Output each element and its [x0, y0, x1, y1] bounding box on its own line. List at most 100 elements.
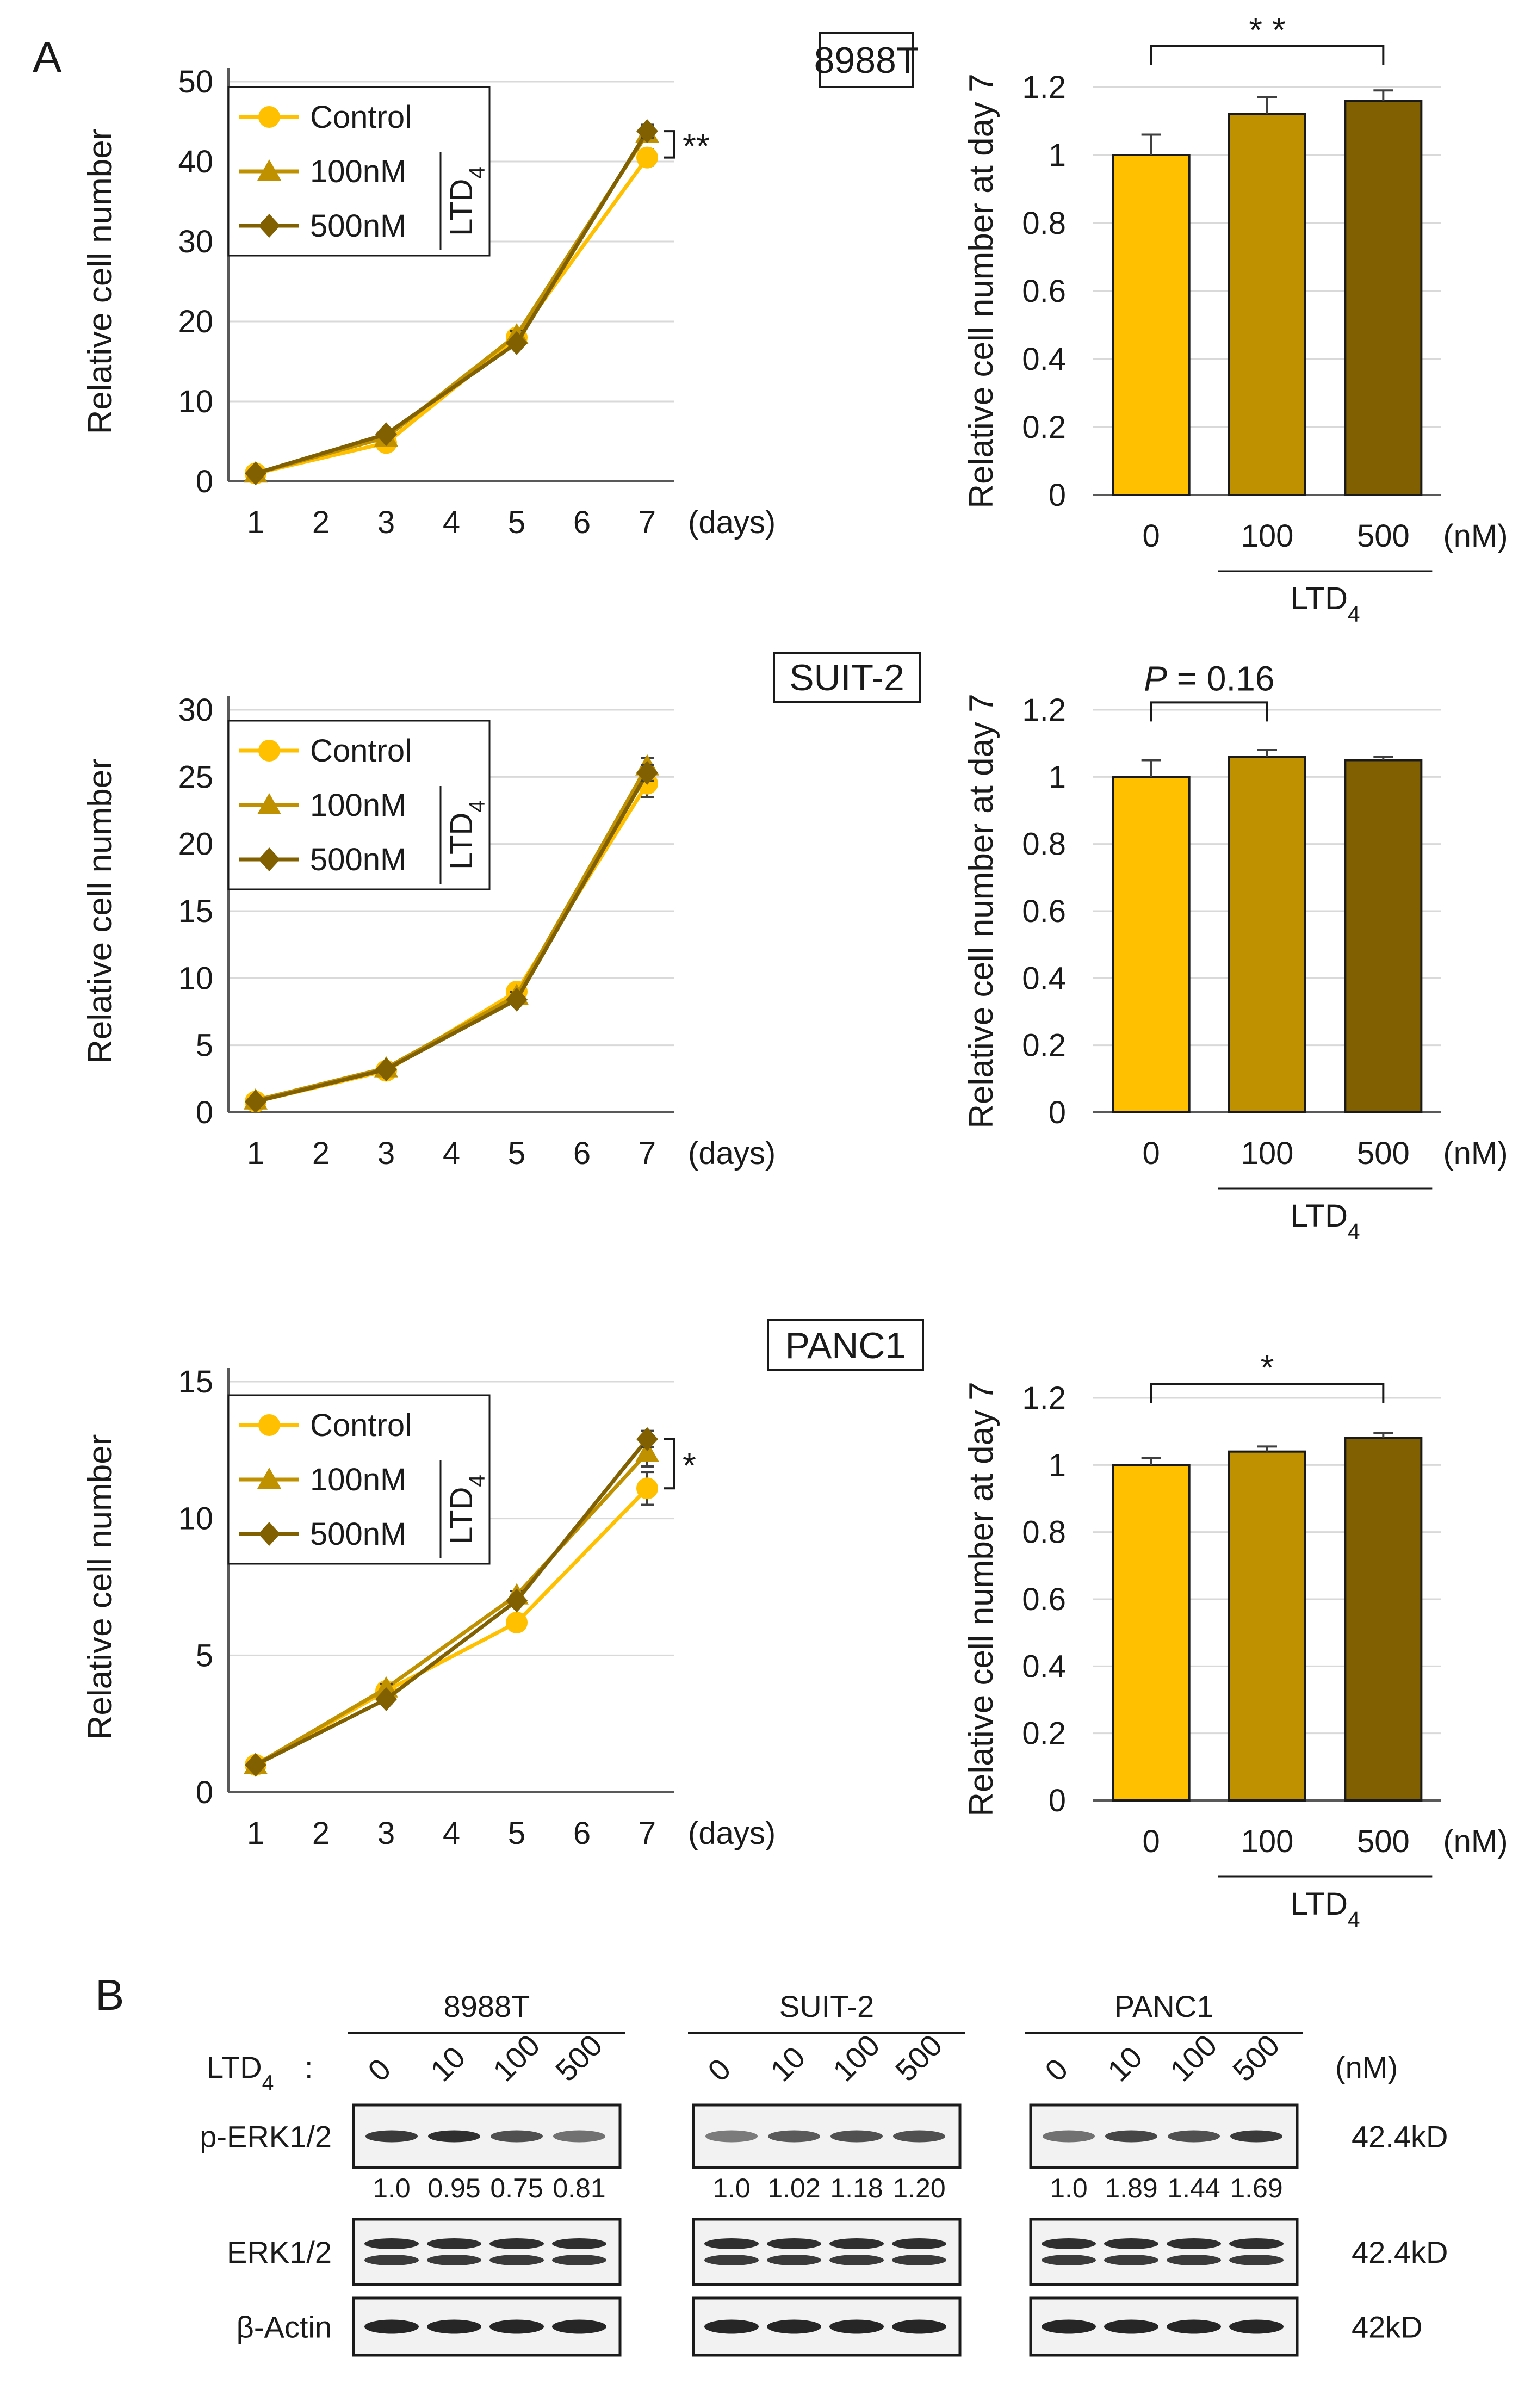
- y-tick-label: 20: [178, 827, 213, 862]
- quant-value: 1.0: [373, 2173, 411, 2203]
- legend-group-label-main: LTD: [444, 179, 479, 236]
- x-tick-label: 3: [377, 1816, 395, 1851]
- band: [1104, 2255, 1158, 2265]
- x-tick-label: 0: [1143, 1136, 1160, 1171]
- treatment-label: LTD4: [207, 2050, 274, 2095]
- group-label-sub: 4: [1348, 602, 1360, 627]
- band: [1229, 2319, 1284, 2334]
- data-point-500nM: [375, 1687, 397, 1711]
- band: [1229, 2238, 1284, 2249]
- dose-label: 500: [889, 2028, 949, 2088]
- x-tick-label: 1: [247, 505, 264, 540]
- x-tick-label: 0: [1143, 1824, 1160, 1859]
- x-tick-label: 4: [443, 1136, 460, 1171]
- dose-label: 100: [1163, 2028, 1224, 2088]
- size-label: 42kD: [1352, 2310, 1423, 2344]
- size-label: 42.4kD: [1352, 2235, 1448, 2269]
- y-tick-label: 0.6: [1022, 1582, 1066, 1617]
- series-line-500nM: [255, 1438, 649, 1767]
- significance-bracket: [1150, 45, 1385, 65]
- dose-label: 500: [1226, 2028, 1286, 2088]
- row-label-ERK1/2: ERK1/2: [227, 2235, 332, 2269]
- data-point-100nM: [635, 1440, 659, 1462]
- cell-line-box: [819, 32, 914, 88]
- blot-frame: [1029, 2218, 1299, 2286]
- band: [428, 2130, 480, 2143]
- y-tick-label: 10: [178, 384, 213, 419]
- band: [489, 2255, 544, 2265]
- y-tick-label: 0: [1049, 478, 1066, 513]
- significance-bracket: [1150, 701, 1268, 722]
- band: [829, 2319, 884, 2334]
- y-tick-label: 10: [178, 1501, 213, 1537]
- x-axis-label: (days): [688, 1816, 776, 1851]
- line-chart-PANC1: 0 5 10 15 1 2 3 4 5 6 7 (days) Relative cell number P…: [82, 1319, 924, 1851]
- significance-label: *: [1261, 1348, 1274, 1387]
- dose-label: 0: [1038, 2052, 1075, 2088]
- bar-0: [1112, 776, 1191, 1114]
- band: [1042, 2319, 1096, 2334]
- group-label-main: LTD: [1291, 581, 1348, 616]
- y-tick-label: 0.8: [1022, 827, 1066, 862]
- legend-group-label-main: LTD: [444, 1487, 479, 1544]
- x-tick-label: 1: [247, 1136, 264, 1171]
- quant-value: 0.81: [553, 2173, 605, 2203]
- blot-block-PANC1: PANC1 0 10 100 500 1.0 1.89 1.44 1.69: [1025, 1989, 1303, 2357]
- band: [552, 2238, 606, 2249]
- band: [491, 2130, 543, 2143]
- quant-value: 1.20: [892, 2173, 945, 2203]
- dose-label: 10: [1101, 2040, 1149, 2088]
- band: [704, 2255, 759, 2265]
- cell-line-box: [767, 1319, 924, 1371]
- group-label-main: LTD: [1291, 1886, 1348, 1922]
- p-value: = 0.16: [1167, 659, 1275, 698]
- data-point-500nM: [636, 1427, 658, 1451]
- legend-marker: [258, 1414, 280, 1436]
- bar-0: [1112, 154, 1191, 496]
- band: [364, 2319, 419, 2334]
- cell-line-box: [773, 652, 921, 703]
- significance-label: **: [683, 126, 710, 165]
- unit-label: (nM): [1443, 518, 1508, 554]
- legend-label: 100nM: [310, 154, 406, 189]
- line-chart-8988T: 0 10 20 30 40 50 1 2 3 4 5 6 7 (days) Relative cell nu…: [82, 32, 919, 540]
- band: [1167, 2255, 1221, 2265]
- bar-chart-8988T: 0 0.2 0.4 0.6 0.8 1 1.2 Relative cell number at…: [963, 10, 1508, 627]
- x-tick-label: 0: [1143, 518, 1160, 554]
- x-tick-label: 100: [1241, 518, 1294, 554]
- band: [364, 2238, 419, 2249]
- y-tick-label: 10: [178, 961, 213, 996]
- significance-label: P = 0.16: [1144, 659, 1274, 698]
- legend-label: Control: [310, 1408, 412, 1443]
- legend-label: 100nM: [310, 1462, 406, 1497]
- significance-label: *: [683, 1446, 696, 1485]
- quant-value: 0.95: [427, 2173, 480, 2203]
- y-tick-label: 5: [196, 1638, 213, 1673]
- band: [892, 2319, 946, 2334]
- y-tick-label: 0: [196, 464, 213, 499]
- bar-100: [1228, 113, 1306, 496]
- band: [893, 2130, 945, 2143]
- bar-500: [1344, 100, 1423, 496]
- band: [553, 2130, 605, 2143]
- x-tick-label: 3: [377, 1136, 395, 1171]
- quant-value: 0.75: [490, 2173, 543, 2203]
- significance-bracket: [664, 130, 675, 159]
- unit-label: (nM): [1443, 1136, 1508, 1171]
- dose-label: 0: [361, 2052, 398, 2088]
- dose-label: 10: [424, 2040, 472, 2088]
- y-tick-label: 30: [178, 692, 213, 728]
- panel-label-a: A: [33, 33, 62, 81]
- data-point-500nM: [245, 1753, 266, 1777]
- data-point-500nM: [506, 987, 528, 1012]
- band: [365, 2130, 418, 2143]
- data-point-500nM: [245, 1090, 266, 1114]
- band: [427, 2319, 481, 2334]
- treatment-colon: :: [305, 2050, 313, 2084]
- y-axis-label: Relative cell number: [82, 1434, 119, 1740]
- band: [767, 2255, 821, 2265]
- blot-block-8988T: 8988T 0 10 100 500 1.0 0.95 0.75 0.81: [348, 1989, 625, 2357]
- legend-label: Control: [310, 733, 412, 769]
- band: [1230, 2130, 1282, 2143]
- series-line-500nM: [255, 772, 649, 1104]
